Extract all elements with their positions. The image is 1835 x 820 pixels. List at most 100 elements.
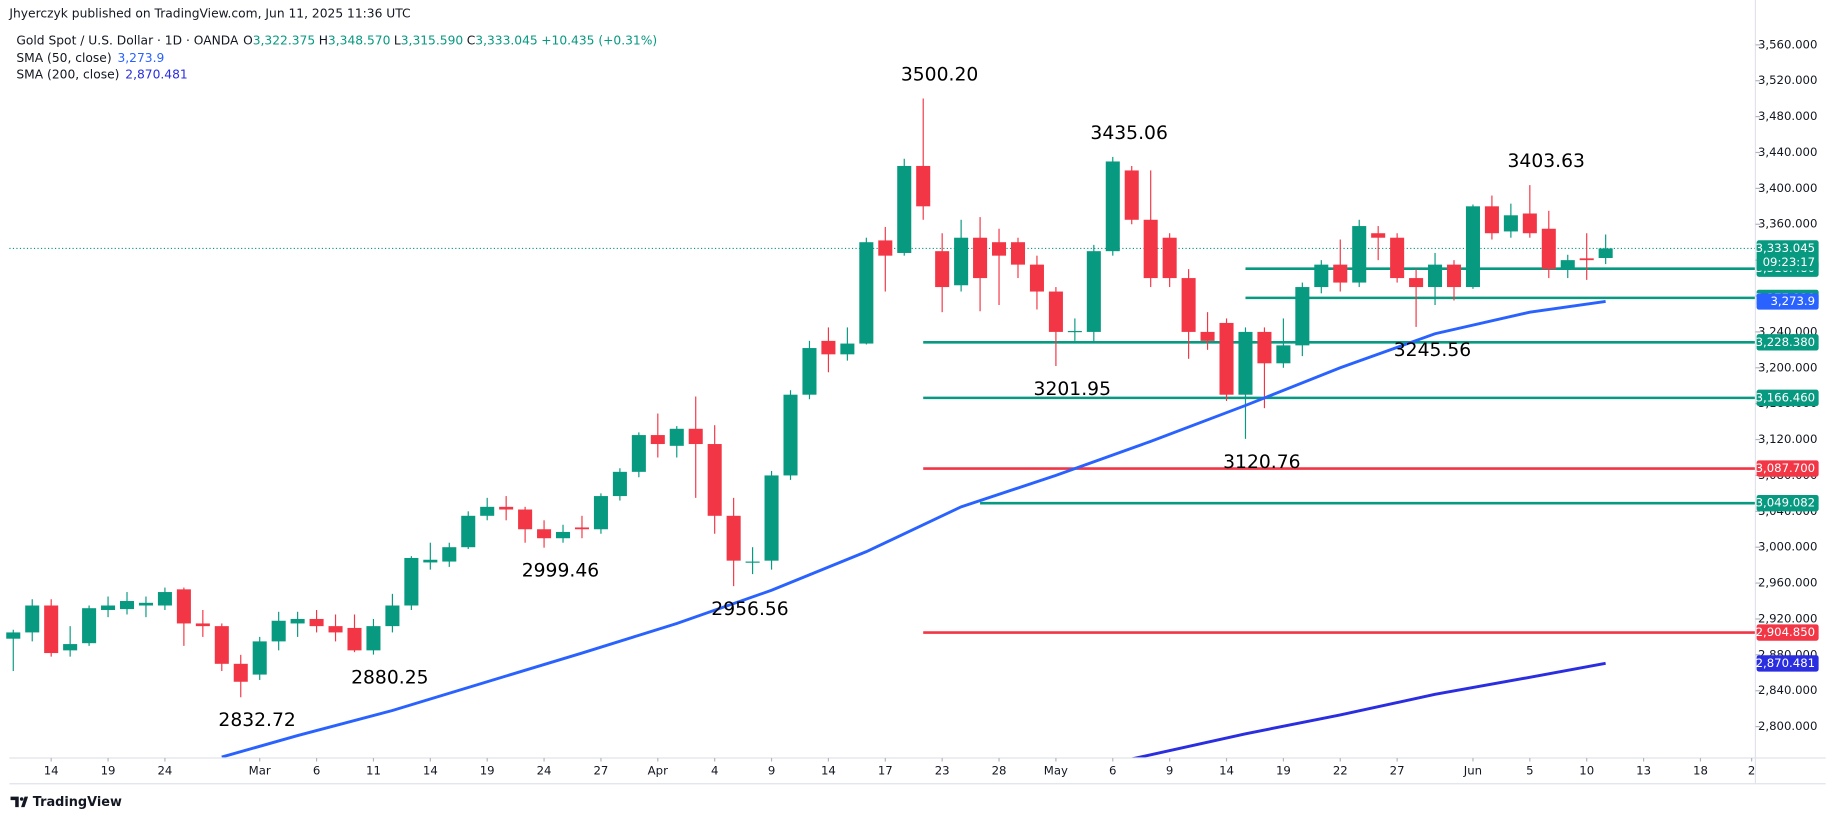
annotation: 2880.25 — [351, 668, 428, 689]
candle-body — [480, 506, 495, 516]
candle-body — [878, 240, 893, 256]
y-tick-label: 3,400.000 — [1758, 181, 1817, 195]
candle-body — [1029, 264, 1044, 292]
candle-body — [1048, 291, 1063, 332]
y-tick-label: 3,120.000 — [1758, 432, 1817, 446]
candle-body — [1238, 331, 1253, 395]
y-tick-label: 2,920.000 — [1758, 611, 1817, 625]
candle-body — [195, 623, 210, 627]
last-price-label: 3,333.045 — [1756, 241, 1815, 255]
x-tick-label: 19 — [480, 763, 495, 777]
candle-body — [1579, 258, 1594, 261]
x-tick-label: 11 — [366, 763, 381, 777]
y-tick-label: 3,440.000 — [1758, 145, 1817, 159]
level-box — [1756, 624, 1819, 641]
candle-body — [935, 251, 950, 288]
x-tick-label: 6 — [313, 763, 320, 777]
x-tick-label: 5 — [1526, 763, 1533, 777]
candle-body — [252, 641, 267, 675]
candle-body — [1143, 219, 1158, 279]
annotation: 3500.20 — [901, 65, 978, 86]
x-tick-label: 9 — [1166, 763, 1173, 777]
y-tick-label: 2,960.000 — [1758, 576, 1817, 590]
candle-body — [44, 605, 59, 654]
sma-box — [1756, 655, 1819, 672]
legend-entry: SMA (200, close) — [16, 67, 119, 81]
x-tick-label: Mar — [249, 763, 271, 777]
y-tick-label: 3,560.000 — [1758, 37, 1817, 51]
level-label: 3,166.460 — [1756, 390, 1815, 404]
publisher: Jhyerczyk published on TradingView.com, … — [8, 7, 410, 21]
x-tick-label: 14 — [821, 763, 836, 777]
candle-body — [214, 626, 229, 664]
quote-key: H — [319, 33, 328, 47]
brand: TradingView — [33, 795, 122, 810]
sma-label: 2,870.481 — [1756, 656, 1815, 670]
candle-body — [1124, 170, 1139, 220]
candle-body — [954, 237, 969, 286]
candle-body — [973, 237, 988, 279]
candle-body — [461, 515, 476, 548]
level-box — [1756, 460, 1819, 477]
candle-body — [404, 557, 419, 606]
quote-key: O — [243, 33, 253, 47]
quote-value: 3,315.590 — [401, 33, 463, 47]
x-tick-label: May — [1044, 763, 1068, 777]
candle-body — [1333, 264, 1348, 283]
countdown: 09:23:17 — [1763, 255, 1816, 269]
y-tick-label: 3,200.000 — [1758, 360, 1817, 374]
x-tick-label: 14 — [423, 763, 438, 777]
candle-body — [1390, 237, 1405, 279]
candle-body — [821, 340, 836, 355]
last-price-box — [1756, 240, 1819, 271]
level-label: 2,904.850 — [1756, 625, 1815, 639]
sma-label: 3,273.9 — [1770, 294, 1815, 308]
candle-body — [309, 618, 324, 627]
candle-body — [1105, 161, 1120, 252]
candle-body — [1484, 206, 1499, 234]
legend-entry: SMA (50, close) — [16, 51, 111, 65]
candle-body — [1086, 251, 1101, 332]
annotation: 3403.63 — [1507, 151, 1584, 172]
annotation: 2956.56 — [711, 599, 788, 620]
candle-body — [1503, 215, 1518, 232]
legend-value: 3,273.9 — [117, 51, 164, 65]
candle-body — [347, 627, 362, 651]
annotation: 3435.06 — [1090, 123, 1167, 144]
candle-body — [897, 165, 912, 253]
x-tick-label: 10 — [1579, 763, 1594, 777]
annotation: 2999.46 — [522, 561, 599, 582]
quote-value: 3,348.570 — [328, 33, 390, 47]
candle-body — [1446, 264, 1462, 288]
candle-body — [688, 428, 703, 445]
x-tick-label: Apr — [648, 763, 668, 777]
candle-body — [1314, 264, 1329, 288]
level-box — [1756, 334, 1819, 351]
candle-body — [802, 348, 817, 395]
candle-body — [726, 515, 741, 561]
candle-body — [556, 531, 571, 539]
candle-body — [176, 589, 191, 624]
annotation: 3201.95 — [1034, 379, 1111, 400]
candle-body — [1295, 287, 1310, 346]
candle-body — [593, 496, 608, 530]
candle-body — [631, 435, 646, 472]
y-tick-label: 3,000.000 — [1758, 540, 1817, 554]
candle-body — [1219, 322, 1234, 395]
x-tick-label: 14 — [44, 763, 59, 777]
candle-body — [859, 242, 874, 344]
quote-value: 3,333.045 — [475, 33, 537, 47]
candle-body — [840, 343, 855, 355]
candle-body — [366, 626, 381, 651]
candle-body — [612, 471, 627, 497]
quote-change: +10.435 (+0.31%) — [541, 33, 657, 47]
x-tick-label: 19 — [101, 763, 116, 777]
candle-body — [745, 561, 760, 563]
candle-body — [290, 618, 305, 624]
level-box — [1756, 389, 1819, 407]
level-label: 3,087.700 — [1756, 461, 1815, 475]
candle-body — [1409, 278, 1424, 288]
x-tick-label: 28 — [992, 763, 1007, 777]
candle-body — [518, 509, 533, 530]
